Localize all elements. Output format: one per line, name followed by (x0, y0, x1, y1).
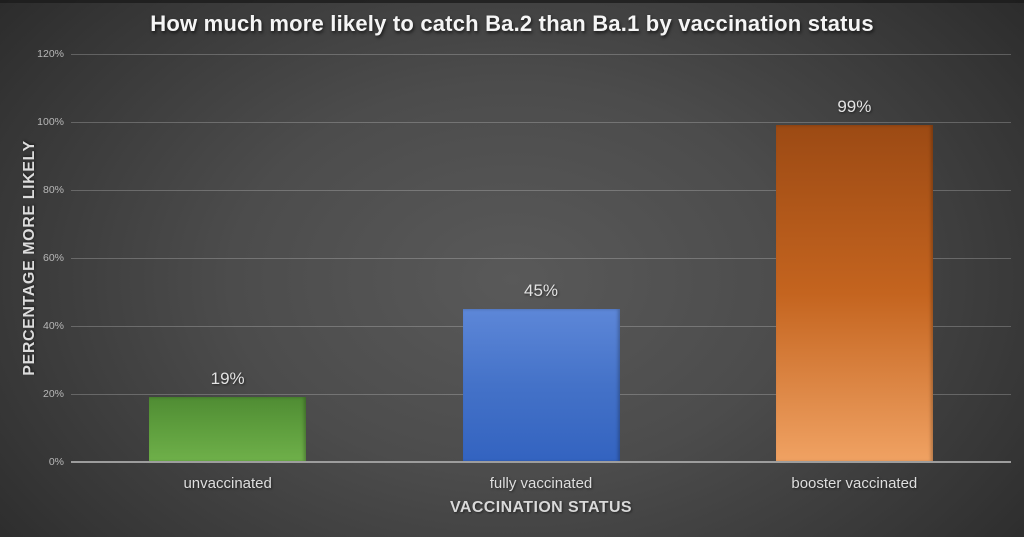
y-tick-label: 60% (42, 252, 64, 264)
bar-booster-vaccinated (775, 125, 933, 462)
bar-fully-vaccinated (462, 309, 620, 462)
y-tick-label: 80% (42, 184, 64, 196)
x-axis-title: VACCINATION STATUS (449, 499, 632, 516)
data-label-booster-vaccinated: 99% (837, 97, 872, 117)
gridline-120 (71, 54, 1011, 55)
category-label-unvaccinated: unvaccinated (183, 475, 272, 492)
gridline-60 (71, 258, 1011, 259)
y-tick-label: 20% (42, 388, 64, 400)
gridline-80 (71, 190, 1011, 191)
x-axis-line (71, 461, 1011, 463)
y-tick-label: 120% (37, 48, 64, 60)
category-label-booster-vaccinated: booster vaccinated (791, 475, 918, 492)
bar-unvaccinated (149, 397, 307, 462)
y-tick-label: 0% (48, 456, 64, 468)
plot-area: 19% 45% 99% (71, 54, 1011, 463)
gridline-100 (71, 122, 1011, 123)
y-tick-label: 40% (42, 320, 64, 332)
data-label-unvaccinated: 19% (210, 369, 245, 389)
y-tick-label: 100% (37, 116, 64, 128)
chart-title: How much more likely to catch Ba.2 than … (150, 11, 874, 36)
data-label-fully-vaccinated: 45% (523, 281, 559, 300)
category-label-fully-vaccinated: fully vaccinated (489, 475, 593, 492)
